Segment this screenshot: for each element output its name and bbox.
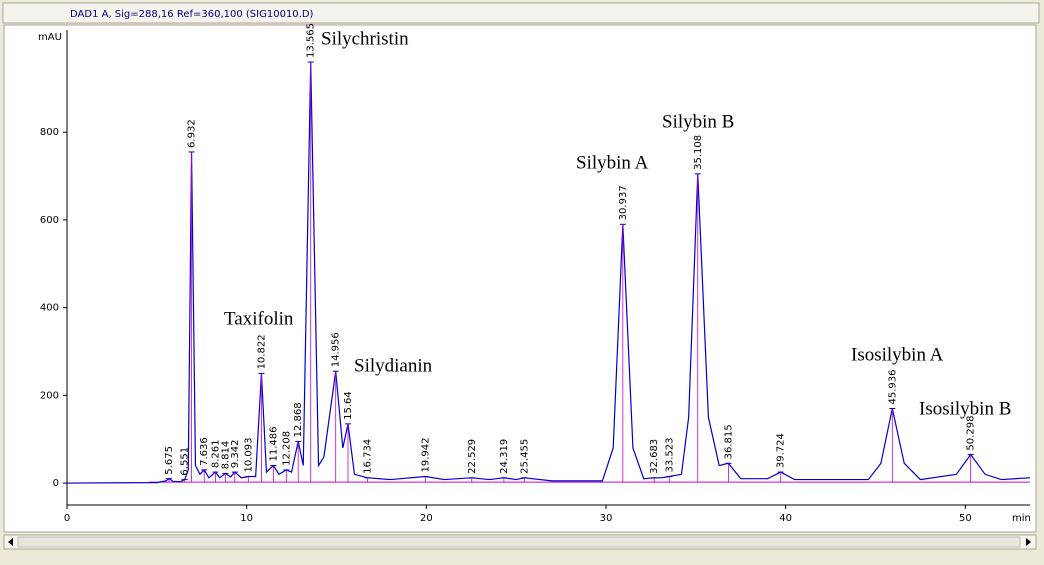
y-tick-label: 0: [53, 478, 59, 489]
peak-label: 11.486: [268, 427, 279, 462]
peak-label: 9.342: [230, 439, 241, 468]
compound-label: Silychristin: [321, 28, 409, 49]
y-tick-label: 400: [40, 303, 59, 314]
peak-label: 7.636: [199, 437, 210, 466]
peak-label: 39.724: [776, 433, 787, 468]
x-tick-label: 20: [420, 513, 433, 524]
peak-label: 8.261: [210, 439, 221, 468]
plot: 0 200 400 600 800 0 10 20 30 40 50 5.675 6.551 6.932 7…: [40, 23, 1031, 524]
compound-label: Isosilybin B: [919, 398, 1011, 419]
peak-label: 30.937: [618, 185, 629, 220]
x-tick-label: 30: [600, 513, 613, 524]
x-tick-label: 10: [240, 513, 253, 524]
y-axis-label: mAU: [38, 32, 62, 43]
peak-label: 10.093: [243, 437, 254, 472]
peak-label: 6.932: [187, 119, 198, 148]
peak-label: 12.208: [281, 431, 292, 466]
y-tick-label: 600: [40, 215, 59, 226]
compound-label: Isosilybin A: [851, 344, 944, 365]
peak-label: 35.108: [693, 135, 704, 170]
plot-panel: [3, 24, 1037, 533]
compound-label: Silydianin: [354, 355, 433, 376]
peak-label: 33.523: [664, 437, 675, 472]
peak-label: 50.298: [966, 416, 977, 451]
scroll-right[interactable]: [1026, 538, 1031, 546]
x-tick-label: 50: [959, 513, 972, 524]
compound-label: Taxifolin: [224, 308, 294, 329]
peak-label: 16.734: [363, 439, 374, 474]
peak-label: 10.822: [256, 334, 267, 369]
x-axis-label: min: [1012, 513, 1031, 524]
header-text: DAD1 A, Sig=288,16 Ref=360,100 (SIG10010…: [70, 9, 314, 20]
peak-label: 12.868: [293, 402, 304, 437]
peak-label: 8.814: [220, 441, 231, 470]
y-tick-label: 800: [40, 127, 59, 138]
x-tick-label: 0: [64, 513, 70, 524]
scroll-left[interactable]: [8, 538, 13, 546]
peak-label: 15.64: [343, 391, 354, 420]
peak-label: 25.455: [519, 439, 530, 474]
compound-label: Silybin B: [662, 111, 734, 132]
compound-label: Silybin A: [576, 152, 649, 173]
scroll-thumb[interactable]: [17, 536, 1021, 548]
peak-label: 19.942: [420, 437, 431, 472]
peak-label: 13.565: [306, 23, 317, 58]
peak-label: 14.956: [331, 332, 342, 367]
peak-label: 36.815: [723, 424, 734, 459]
peak-label: 6.551: [180, 447, 191, 476]
x-tick-label: 40: [779, 513, 792, 524]
peak-label: 45.936: [887, 370, 898, 405]
y-tick-label: 200: [40, 390, 59, 401]
signal-trace: [66, 62, 1031, 484]
peak-label: 5.675: [164, 446, 175, 475]
peak-label: 24.319: [499, 439, 510, 474]
header-bar: [2, 2, 1040, 24]
peak-label: 32.683: [649, 439, 660, 474]
peak-label: 22.529: [467, 439, 478, 474]
